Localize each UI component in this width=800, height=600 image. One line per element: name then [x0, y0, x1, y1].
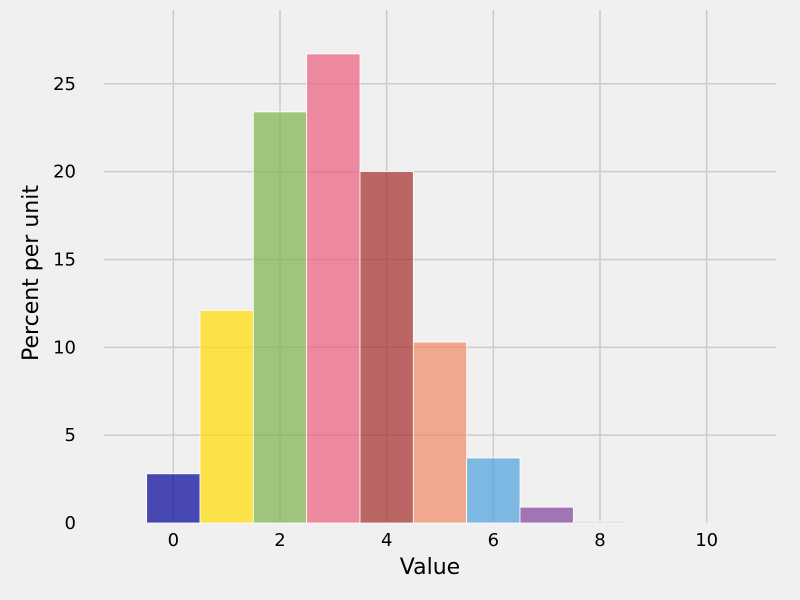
x-tick-label: 8 — [594, 530, 605, 551]
bar-5 — [412, 341, 468, 524]
x-tick-labels: 0 2 4 6 8 10 — [168, 530, 719, 551]
x-tick-label: 10 — [695, 530, 718, 551]
bar-2 — [252, 111, 308, 524]
x-tick-label: 4 — [381, 530, 392, 551]
bar-6 — [466, 457, 521, 524]
bar-0 — [146, 473, 201, 524]
bar-1 — [199, 310, 254, 524]
bar-3 — [306, 53, 361, 524]
y-axis-label: Percent per unit — [19, 185, 44, 361]
y-tick-label: 25 — [53, 74, 76, 95]
x-tick-label: 6 — [488, 530, 499, 551]
y-tick-label: 5 — [65, 425, 76, 446]
y-tick-label: 0 — [65, 513, 76, 534]
y-tick-label: 20 — [53, 162, 76, 183]
bars — [146, 53, 628, 524]
x-tick-label: 2 — [274, 530, 285, 551]
bar-7 — [519, 506, 574, 524]
y-tick-label: 10 — [53, 337, 76, 358]
x-tick-label: 0 — [168, 530, 179, 551]
y-tick-label: 15 — [53, 249, 76, 270]
bar-4 — [359, 171, 414, 524]
y-tick-labels: 0 5 10 15 20 25 — [53, 74, 76, 534]
x-axis-label: Value — [400, 555, 460, 580]
bar-8 — [572, 520, 628, 524]
